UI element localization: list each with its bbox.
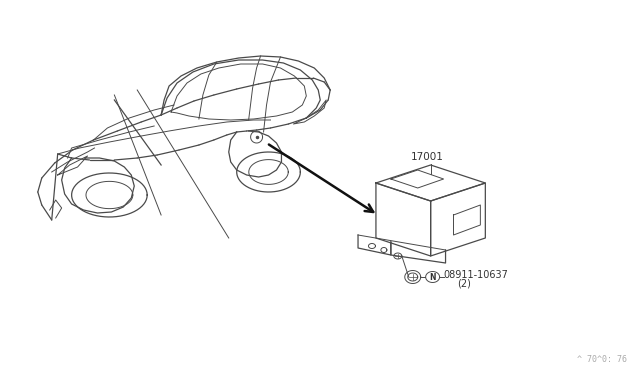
Text: N: N — [429, 273, 436, 282]
Text: ^ 70^0: 76: ^ 70^0: 76 — [577, 356, 627, 365]
Text: 17001: 17001 — [412, 152, 444, 162]
Text: (2): (2) — [458, 279, 471, 289]
Text: 08911-10637: 08911-10637 — [444, 270, 508, 280]
